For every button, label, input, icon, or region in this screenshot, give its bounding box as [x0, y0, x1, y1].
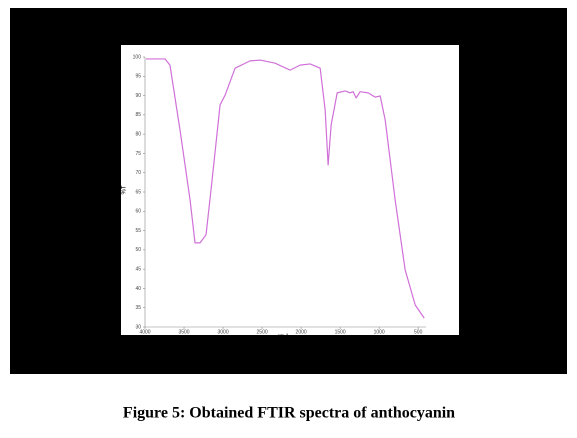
spectrum-line	[146, 58, 425, 319]
y-tick-label: 90	[135, 93, 141, 99]
x-tick-label: 2500	[257, 329, 268, 335]
y-tick-label: 85	[135, 112, 141, 118]
x-tick-label: 500	[414, 329, 423, 335]
y-tick-label: 70	[135, 170, 141, 176]
y-tick-label: 30	[135, 324, 141, 330]
y-tick-label: 95	[135, 74, 141, 80]
x-tick-label: 3000	[217, 329, 228, 335]
y-axis-label: %T	[122, 185, 128, 194]
caption: Figure 5: Obtained FTIR spectra of antho…	[123, 405, 455, 422]
chart-panel	[121, 45, 459, 335]
y-tick-label: 100	[133, 54, 142, 60]
y-tick-label: 80	[135, 131, 141, 137]
y-tick-label: 50	[135, 247, 141, 253]
x-tick-label: 4000	[139, 329, 150, 335]
y-tick-label: 60	[135, 209, 141, 215]
y-tick-label: 65	[135, 189, 141, 195]
y-tick-label: 45	[135, 266, 141, 272]
y-tick-label: 55	[135, 228, 141, 234]
y-tick-label: 35	[135, 305, 141, 311]
x-tick-label: 3500	[178, 329, 189, 335]
y-tick-label: 40	[135, 286, 141, 292]
y-tick-label: 75	[135, 151, 141, 157]
x-tick-label: 1500	[335, 329, 346, 335]
x-tick-label: 2000	[296, 329, 307, 335]
x-axis-label: cm-1	[277, 333, 288, 339]
x-tick-label: 1000	[374, 329, 385, 335]
